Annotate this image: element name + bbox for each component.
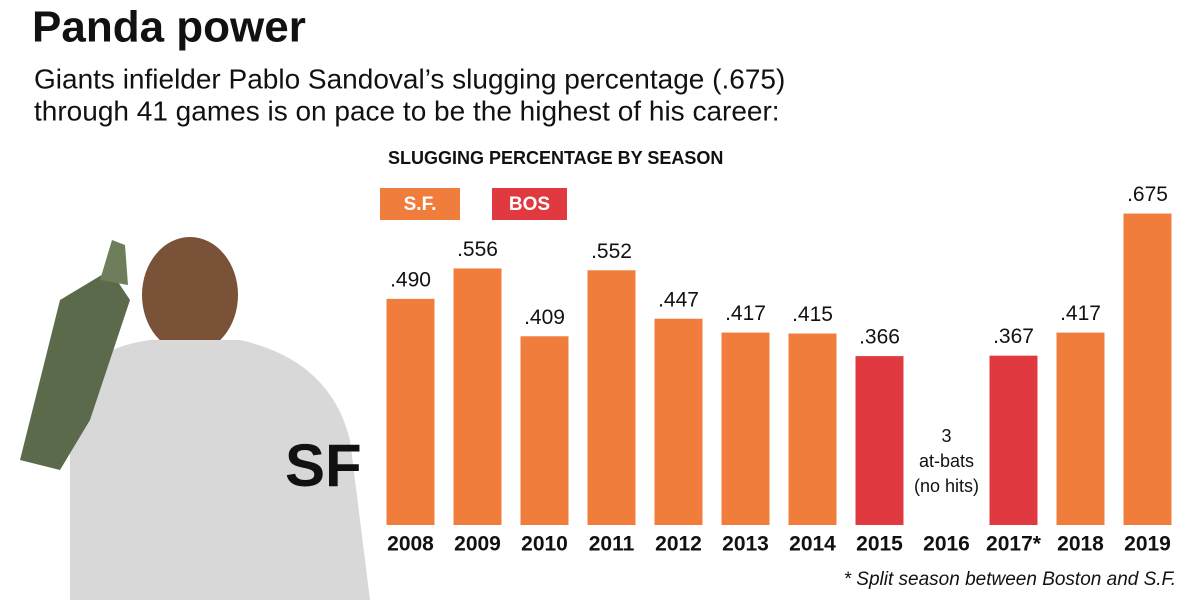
bar [855, 356, 904, 525]
x-tick-label: 2010 [521, 533, 568, 556]
x-tick-label: 2013 [722, 533, 769, 556]
legend-label: BOS [509, 194, 550, 215]
value-label: .490 [390, 268, 431, 291]
annotation: 3 [941, 426, 951, 446]
annotation: (no hits) [914, 476, 979, 496]
chart-title: SLUGGING PERCENTAGE BY SEASON [388, 148, 723, 168]
x-tick-label: 2019 [1124, 533, 1171, 556]
subtitle-line: through 41 games is on pace to be the hi… [34, 95, 780, 126]
value-label: .552 [591, 240, 632, 263]
x-tick-label: 2018 [1057, 533, 1104, 556]
x-tick-label: 2015 [856, 533, 903, 556]
bar [386, 298, 435, 525]
bar [989, 355, 1038, 525]
player-photo: SF [20, 237, 370, 600]
x-tick-label: 2008 [387, 533, 434, 556]
bar [788, 333, 837, 525]
bar [453, 268, 502, 525]
bar [1123, 213, 1172, 526]
x-tick-label: 2014 [789, 533, 836, 556]
bar [520, 336, 569, 525]
value-label: .417 [725, 302, 766, 325]
value-label: .366 [859, 326, 900, 349]
x-tick-label: 2012 [655, 533, 702, 556]
value-label: .417 [1060, 302, 1101, 325]
bar [1056, 332, 1105, 525]
x-tick-label: 2017* [986, 533, 1042, 556]
logo: SF [285, 432, 362, 499]
legend-swatch [380, 188, 460, 220]
footnote: * Split season between Boston and S.F. [844, 569, 1176, 590]
bar [654, 318, 703, 525]
annotation: at-bats [919, 451, 974, 471]
value-label: .447 [658, 288, 699, 311]
x-tick-label: 2011 [589, 533, 635, 556]
x-tick-label: 2016 [923, 533, 970, 556]
value-label: .675 [1127, 183, 1168, 206]
value-label: .415 [792, 303, 833, 326]
subtitle-line: Giants infielder Pablo Sandoval’s sluggi… [34, 63, 785, 94]
value-label: .409 [524, 306, 565, 329]
bar [721, 332, 770, 525]
value-label: .556 [457, 238, 498, 261]
title: Panda power [32, 3, 306, 52]
legend-swatch [492, 188, 567, 220]
value-label: .367 [993, 325, 1034, 348]
legend-label: S.F. [404, 194, 437, 215]
x-tick-label: 2009 [454, 533, 501, 556]
bar [587, 270, 636, 525]
